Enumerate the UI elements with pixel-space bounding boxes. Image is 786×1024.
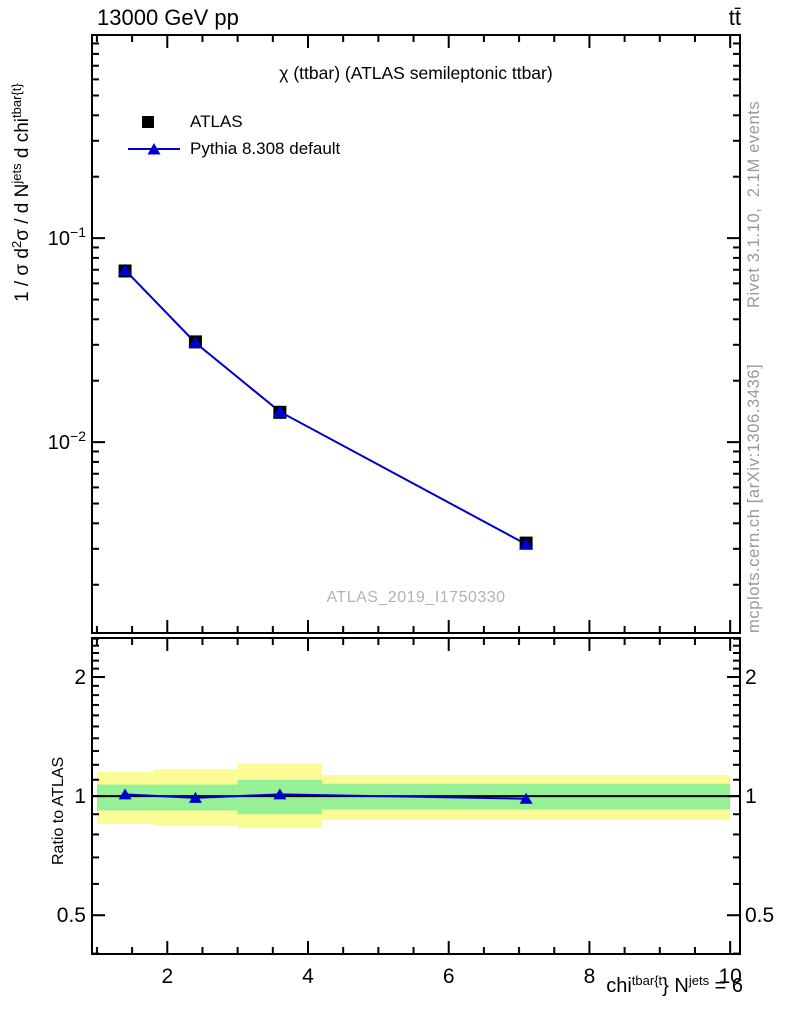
x-tick-label: 8 <box>584 965 596 988</box>
main-y-tick-label: 10−2 <box>48 428 86 454</box>
pythia-data-point <box>118 263 133 276</box>
x-tick-label: 2 <box>161 965 173 988</box>
analysis-watermark: ATLAS_2019_I1750330 <box>326 589 506 606</box>
x-tick-label: 6 <box>443 965 455 988</box>
ratio-data-points <box>118 788 533 804</box>
pythia-data-point <box>188 336 203 349</box>
pythia-data-point <box>272 405 287 418</box>
square-marker-icon <box>142 116 154 128</box>
ratio-line <box>125 793 527 800</box>
legend-item-atlas: ATLAS <box>128 112 340 132</box>
ratio-data-point <box>118 788 132 800</box>
ratio-y-tick-label-left: 2 <box>74 666 86 689</box>
rivet-version-text: Rivet 3.1.10, 2.1M events <box>745 100 763 308</box>
axis-tick-labels: 2 4 6 8 10 10−1 10−2 0.5 0.5 1 1 2 2 <box>48 224 774 988</box>
ratio-y-axis-label: Ratio to ATLAS <box>50 756 67 865</box>
ratio-y-tick-label-right: 1 <box>745 785 757 808</box>
ratio-y-tick-label-right: 2 <box>745 666 757 689</box>
plot-title: χ (ttbar) (ATLAS semileptonic ttbar) <box>279 63 553 83</box>
ratio-data-point <box>188 791 202 803</box>
atlas-data-points <box>118 264 533 550</box>
process-label: tt̄ <box>728 5 741 30</box>
pythia-data-points <box>118 263 534 550</box>
legend-label-pythia: Pythia 8.308 default <box>190 139 341 158</box>
ratio-data-point <box>273 788 287 800</box>
ratio-y-axis-ticks <box>92 637 740 955</box>
mcplots-reference-text: mcplots.cern.ch [arXiv:1306.3436] <box>745 363 763 633</box>
x-tick-label: 4 <box>302 965 314 988</box>
triangle-line-marker-icon <box>128 143 180 155</box>
main-y-axis-ticks <box>92 42 740 586</box>
main-y-axis-label: 1 / σ d2σ / d Njets d chitbar{t} <box>9 83 33 302</box>
ratio-y-tick-label-right: 0.5 <box>745 904 774 927</box>
ratio-y-tick-label-left: 1 <box>74 785 86 808</box>
x-tick-label: 10 <box>718 965 741 988</box>
x-axis-ticks <box>95 35 732 954</box>
main-y-tick-label: 10−1 <box>48 224 86 250</box>
x-axis-label: chitbar{t} Njets = 6 <box>606 973 743 997</box>
ratio-data-point <box>519 792 533 804</box>
pythia-data-point <box>519 537 534 550</box>
ratio-y-tick-label-left: 0.5 <box>57 904 86 927</box>
legend: ATLAS Pythia 8.308 default <box>128 112 340 159</box>
pythia-line <box>124 269 527 546</box>
legend-label-atlas: ATLAS <box>190 112 243 131</box>
uncertainty-bands <box>96 763 731 829</box>
legend-item-pythia: Pythia 8.308 default <box>128 139 340 159</box>
main-frame <box>91 34 741 634</box>
beam-energy-label: 13000 GeV pp <box>97 5 239 30</box>
